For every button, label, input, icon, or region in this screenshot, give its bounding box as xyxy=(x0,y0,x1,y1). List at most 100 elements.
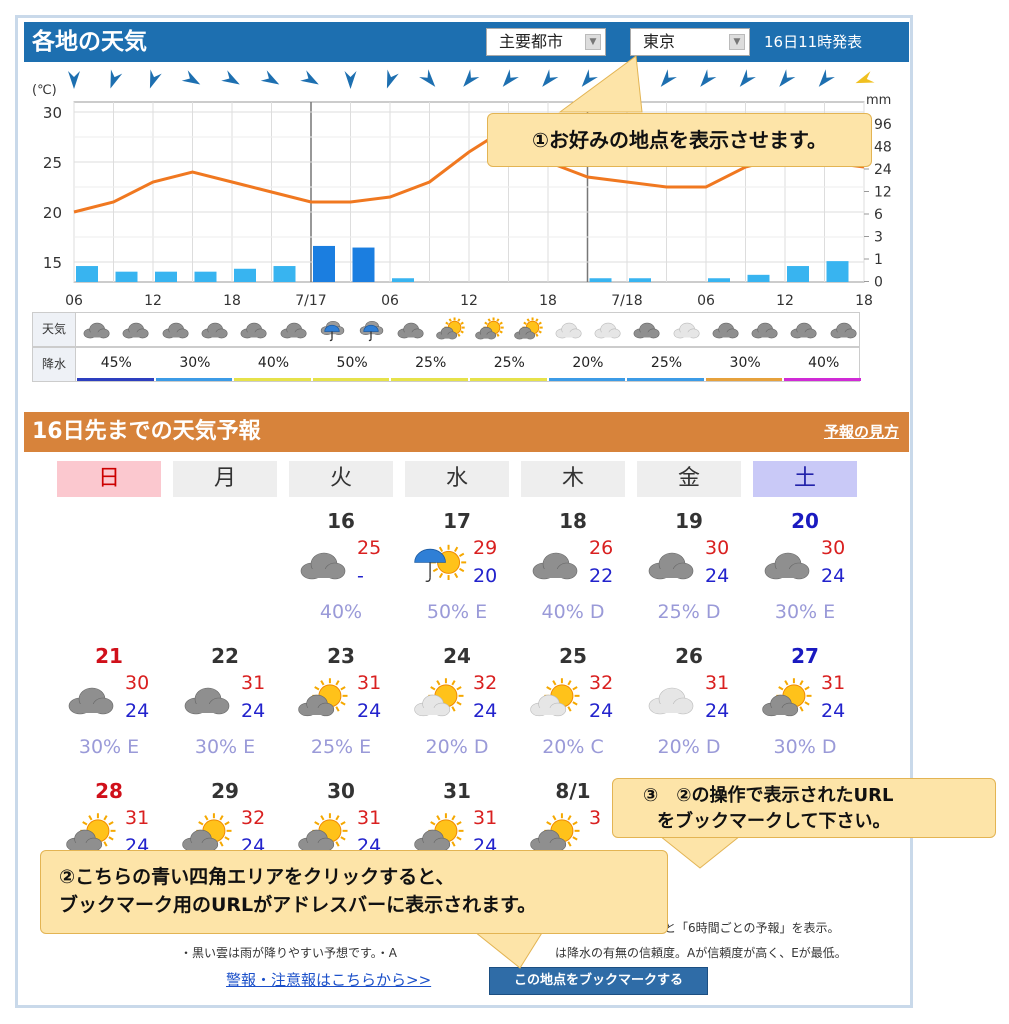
precip-value: 20% xyxy=(548,348,628,381)
precip-level-bar xyxy=(155,378,233,381)
light-cloud-icon xyxy=(667,315,705,345)
day-number: 19 xyxy=(675,509,703,533)
forecast-day[interactable]: 22 31 24 30% E xyxy=(167,644,283,774)
forecast-day[interactable]: 24 32 24 20% D xyxy=(399,644,515,774)
precip-bar xyxy=(155,271,177,282)
forecast-day[interactable]: 30 31 24 xyxy=(283,779,399,857)
wind-arrow-icon xyxy=(621,69,638,87)
forecast-help-link[interactable]: 予報の見方 xyxy=(823,423,899,441)
precip-probability: 20% D xyxy=(425,736,489,758)
y-tick-label: 30 xyxy=(43,104,62,122)
high-temp: 31 xyxy=(821,672,846,694)
temperature-line xyxy=(73,125,865,214)
cloud-icon xyxy=(753,539,819,591)
precip-bar xyxy=(76,266,98,282)
cloud-icon xyxy=(195,315,233,345)
forecast-day[interactable]: 23 31 24 25% E xyxy=(283,644,399,774)
cloud-icon xyxy=(521,539,587,591)
forecast-day[interactable]: 17 29 20 50% E xyxy=(399,509,515,639)
wind-arrow-icon xyxy=(818,69,835,87)
forecast-day[interactable]: 20 30 24 30% E xyxy=(747,509,863,639)
region-select[interactable]: 主要都市 ▼ xyxy=(486,28,606,56)
day-number: 20 xyxy=(791,509,819,533)
forecast-header: 16日先までの天気予報 予報の見方 xyxy=(24,412,909,452)
wind-arrow-icon xyxy=(68,71,80,89)
callout-bookmark-url: ③ ②の操作で表示されたURL をブックマークして下さい。 xyxy=(612,778,996,838)
cloud-icon xyxy=(289,539,355,591)
sun-cloud-icon xyxy=(57,809,123,861)
precip-bar xyxy=(352,247,375,282)
precip-unit-label: mm xyxy=(866,93,891,108)
precip-tick-label: 96 xyxy=(874,117,892,133)
bookmark-button[interactable]: この地点をブックマークする xyxy=(489,967,708,995)
x-tick-label: 7/18 xyxy=(611,293,642,309)
high-temp: 30 xyxy=(705,537,730,559)
warning-link[interactable]: 警報・注意報はこちらから>> xyxy=(226,971,432,989)
forecast-day[interactable]: 28 31 24 xyxy=(51,779,167,857)
precip-level-bar xyxy=(784,378,861,381)
y-tick-label: 25 xyxy=(43,154,62,172)
precip-tick-label: 3 xyxy=(874,230,883,246)
precip-level-bar xyxy=(548,378,626,381)
light-cloud-icon xyxy=(549,315,587,345)
callout-3-line-2: をブックマークして下さい。 xyxy=(657,811,891,832)
note-line-3: は降水の有無の信頼度。Aが信頼度が高く、Eが最低。 xyxy=(555,946,847,960)
high-temp: 31 xyxy=(357,672,382,694)
day-of-week-header: 火 xyxy=(289,461,393,497)
high-temp: 31 xyxy=(705,672,730,694)
precip-level-bar xyxy=(470,378,547,381)
forecast-day[interactable]: 27 31 24 30% D xyxy=(747,644,863,774)
precip-bar xyxy=(708,278,730,282)
forecast-day[interactable]: 29 32 24 xyxy=(167,779,283,857)
wind-arrow-icon xyxy=(700,69,717,87)
forecast-day[interactable]: 18 26 22 40% D xyxy=(515,509,631,639)
high-temp: 32 xyxy=(589,672,614,694)
precip-value: 40% xyxy=(234,348,313,381)
callout-select-location: ①お好みの地点を表示させます。 xyxy=(487,113,872,167)
precip-level-bar xyxy=(77,378,154,381)
wind-arrow-icon xyxy=(300,70,319,85)
precip-value: 25% xyxy=(627,348,706,381)
precip-row: 降水 45% 30% 40% 50% 25% 25% 20% 25% 30% 40% xyxy=(32,347,863,382)
day-number: 18 xyxy=(559,509,587,533)
day-number: 17 xyxy=(443,509,471,533)
high-temp: 31 xyxy=(473,807,498,829)
wind-arrow-icon xyxy=(419,69,436,87)
note-line-2: ・黒い雲は雨が降りやすい予想です。・A xyxy=(180,946,398,960)
forecast-day[interactable]: 19 30 24 25% D xyxy=(631,509,747,639)
low-temp: 22 xyxy=(589,565,614,587)
precip-bar xyxy=(629,278,651,282)
x-tick-label: 12 xyxy=(776,293,794,309)
forecast-day[interactable]: 31 31 24 xyxy=(399,779,515,857)
forecast-day[interactable]: 26 31 24 20% D xyxy=(631,644,747,774)
low-temp: 24 xyxy=(821,565,846,587)
weather-row-label: 天気 xyxy=(33,313,76,346)
day-of-week-header: 土 xyxy=(753,461,857,497)
precip-probability: 20% C xyxy=(542,736,604,758)
sun-cloud-icon xyxy=(521,809,587,861)
day-number: 24 xyxy=(443,644,471,668)
callout-3-line-1: ③ ②の操作で表示されたURL xyxy=(643,785,894,806)
precip-value: 40% xyxy=(784,348,863,381)
rain-umbrella-icon xyxy=(352,315,390,345)
precip-bar xyxy=(747,274,770,282)
high-temp: 31 xyxy=(357,807,382,829)
forecast-day[interactable]: 21 30 24 30% E xyxy=(51,644,167,774)
forecast-day[interactable]: 25 32 24 20% C xyxy=(515,644,631,774)
precip-bar xyxy=(787,266,809,282)
day-number: 21 xyxy=(95,644,123,668)
y-tick-label: 15 xyxy=(43,254,62,272)
day-number: 16 xyxy=(327,509,355,533)
city-select[interactable]: 東京 ▼ xyxy=(630,28,750,56)
wind-arrow-icon xyxy=(660,69,677,87)
wind-arrow-icon xyxy=(542,69,559,87)
forecast-day[interactable]: 8/1 3 xyxy=(515,779,631,852)
precip-tick-label: 6 xyxy=(874,207,883,223)
forecast-day[interactable]: 16 25 - 40% xyxy=(283,509,399,639)
precip-level-bar xyxy=(234,378,311,381)
wind-arrow-icon xyxy=(110,69,123,89)
day-number: 29 xyxy=(211,779,239,803)
wind-arrow-icon xyxy=(221,70,240,85)
wind-arrow-icon xyxy=(149,69,162,89)
issued-time: 16日11時発表 xyxy=(764,33,863,51)
